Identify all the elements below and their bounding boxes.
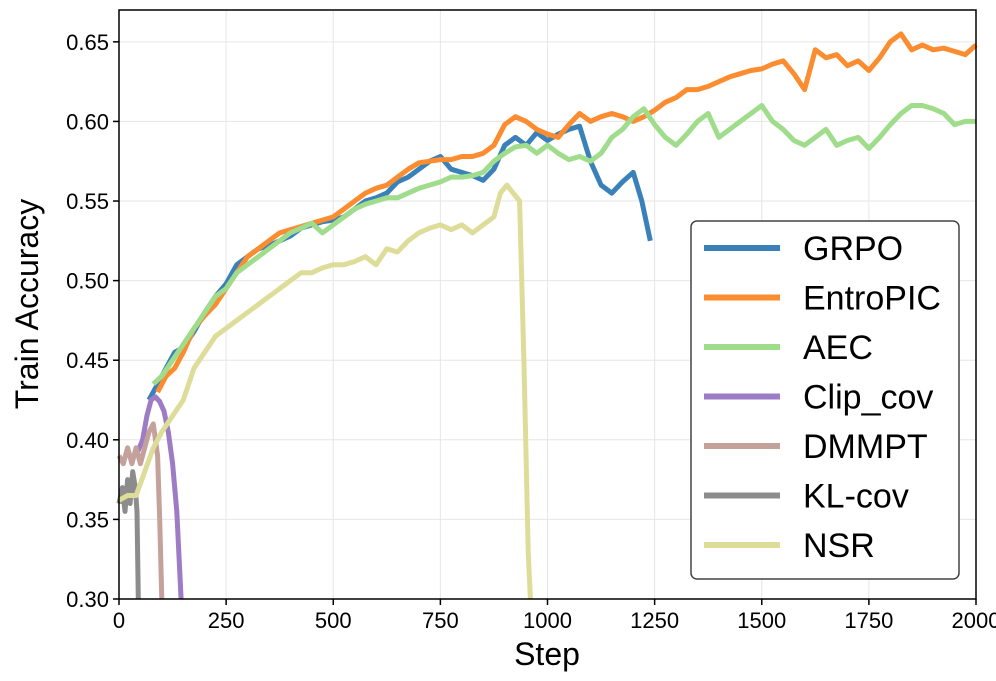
series-line-aec: [151, 103, 976, 386]
legend-frame: [690, 220, 960, 580]
y-axis: 0.30 0.35 0.40 0.45 0.50 0.55 0.60 0.65: [66, 30, 119, 612]
legend-label: AEC: [803, 329, 873, 367]
legend-label: KL-cov: [803, 478, 909, 516]
y-tick-label: 0.35: [66, 507, 109, 532]
y-tick-label: 0.30: [66, 587, 109, 612]
legend-label: NSR: [803, 527, 875, 565]
series-line-clip-cov: [133, 394, 184, 600]
legend-label: DMMPT: [803, 428, 928, 466]
series-line-entropic: [155, 31, 978, 394]
x-tick-label: 1250: [630, 608, 679, 633]
y-tick-label: 0.65: [66, 30, 109, 55]
x-tick-label: 0: [113, 608, 125, 633]
x-tick-label: 2000: [952, 608, 996, 633]
x-axis-title: Step: [514, 636, 580, 672]
y-tick-label: 0.50: [66, 269, 109, 294]
series-lines: [116, 31, 978, 600]
y-tick-label: 0.55: [66, 189, 109, 214]
x-tick-label: 1000: [523, 608, 572, 633]
x-tick-label: 1750: [844, 608, 893, 633]
legend-label: GRPO: [803, 230, 903, 268]
legend: GRPO EntroPIC AEC Clip_cov DMMPT KL-cov NSR: [690, 220, 960, 580]
x-tick-label: 1500: [737, 608, 786, 633]
x-tick-label: 750: [422, 608, 459, 633]
x-tick-label: 500: [315, 608, 352, 633]
legend-label: EntroPIC: [803, 280, 941, 318]
y-tick-label: 0.45: [66, 348, 109, 373]
x-axis: 0 250 500 750 1000 1250 1500 1750 2000: [113, 599, 996, 633]
series-line-dmmpt: [116, 421, 165, 600]
y-tick-label: 0.60: [66, 109, 109, 134]
y-tick-label: 0.40: [66, 428, 109, 453]
series-line-grpo: [146, 123, 653, 402]
x-tick-label: 250: [208, 608, 245, 633]
series-line-nsr: [117, 182, 533, 600]
y-axis-title: Train Accuracy: [9, 199, 45, 409]
legend-label: Clip_cov: [803, 379, 933, 417]
